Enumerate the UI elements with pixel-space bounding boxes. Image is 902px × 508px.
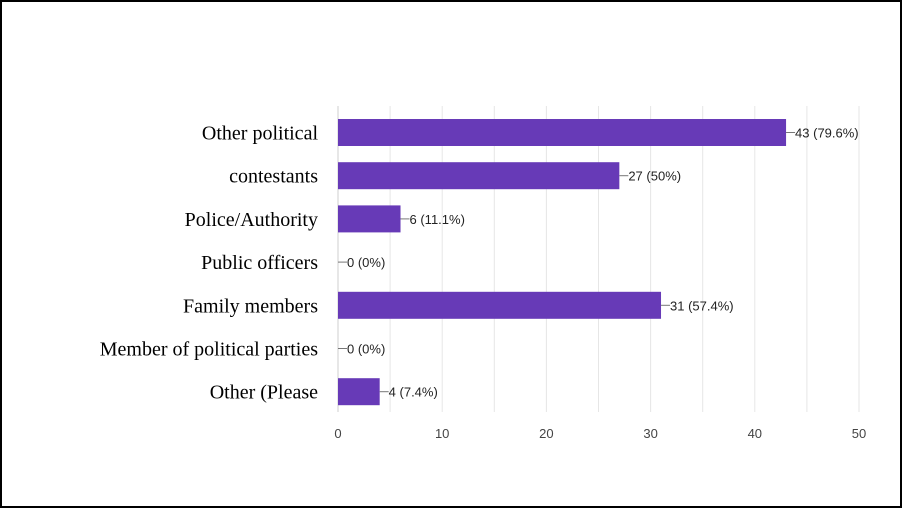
bar xyxy=(338,162,620,190)
x-tick-label: 50 xyxy=(852,426,866,441)
category-label: Public officers xyxy=(201,252,318,274)
bars xyxy=(338,119,787,406)
category-label: Other political xyxy=(202,123,319,145)
gridlines xyxy=(337,106,860,412)
x-tick-label: 20 xyxy=(539,426,553,441)
x-tick-label: 10 xyxy=(435,426,449,441)
data-label: 27 (50%) xyxy=(628,169,681,184)
category-label: Family members xyxy=(183,295,318,317)
x-tick-label: 0 xyxy=(334,426,341,441)
x-tick-label: 30 xyxy=(643,426,657,441)
data-label: 31 (57.4%) xyxy=(670,298,734,313)
x-tick-labels: 0 10 20 30 40 50 xyxy=(334,426,866,441)
category-label: contestants xyxy=(229,166,318,188)
bar xyxy=(338,119,787,146)
data-label: 6 (11.1%) xyxy=(410,212,465,227)
bar xyxy=(338,378,380,406)
data-label: 0 (0%) xyxy=(347,255,385,270)
data-label: 0 (0%) xyxy=(347,342,385,357)
data-labels: 43 (79.6%) 27 (50%) 6 (11.1%) 0 (0%) 31 (57.… xyxy=(347,126,859,400)
bar xyxy=(338,291,662,319)
bar xyxy=(338,205,401,233)
data-label: 43 (79.6%) xyxy=(795,126,859,141)
x-tick-label: 40 xyxy=(748,426,762,441)
category-label: Other (Please xyxy=(210,382,318,404)
data-label: 4 (7.4%) xyxy=(389,385,438,400)
leader-lines xyxy=(338,132,796,393)
category-label: Police/Authority xyxy=(185,209,318,231)
category-labels: Other political contestants Police/Authori… xyxy=(100,123,319,404)
category-label: Member of political parties xyxy=(100,339,318,361)
